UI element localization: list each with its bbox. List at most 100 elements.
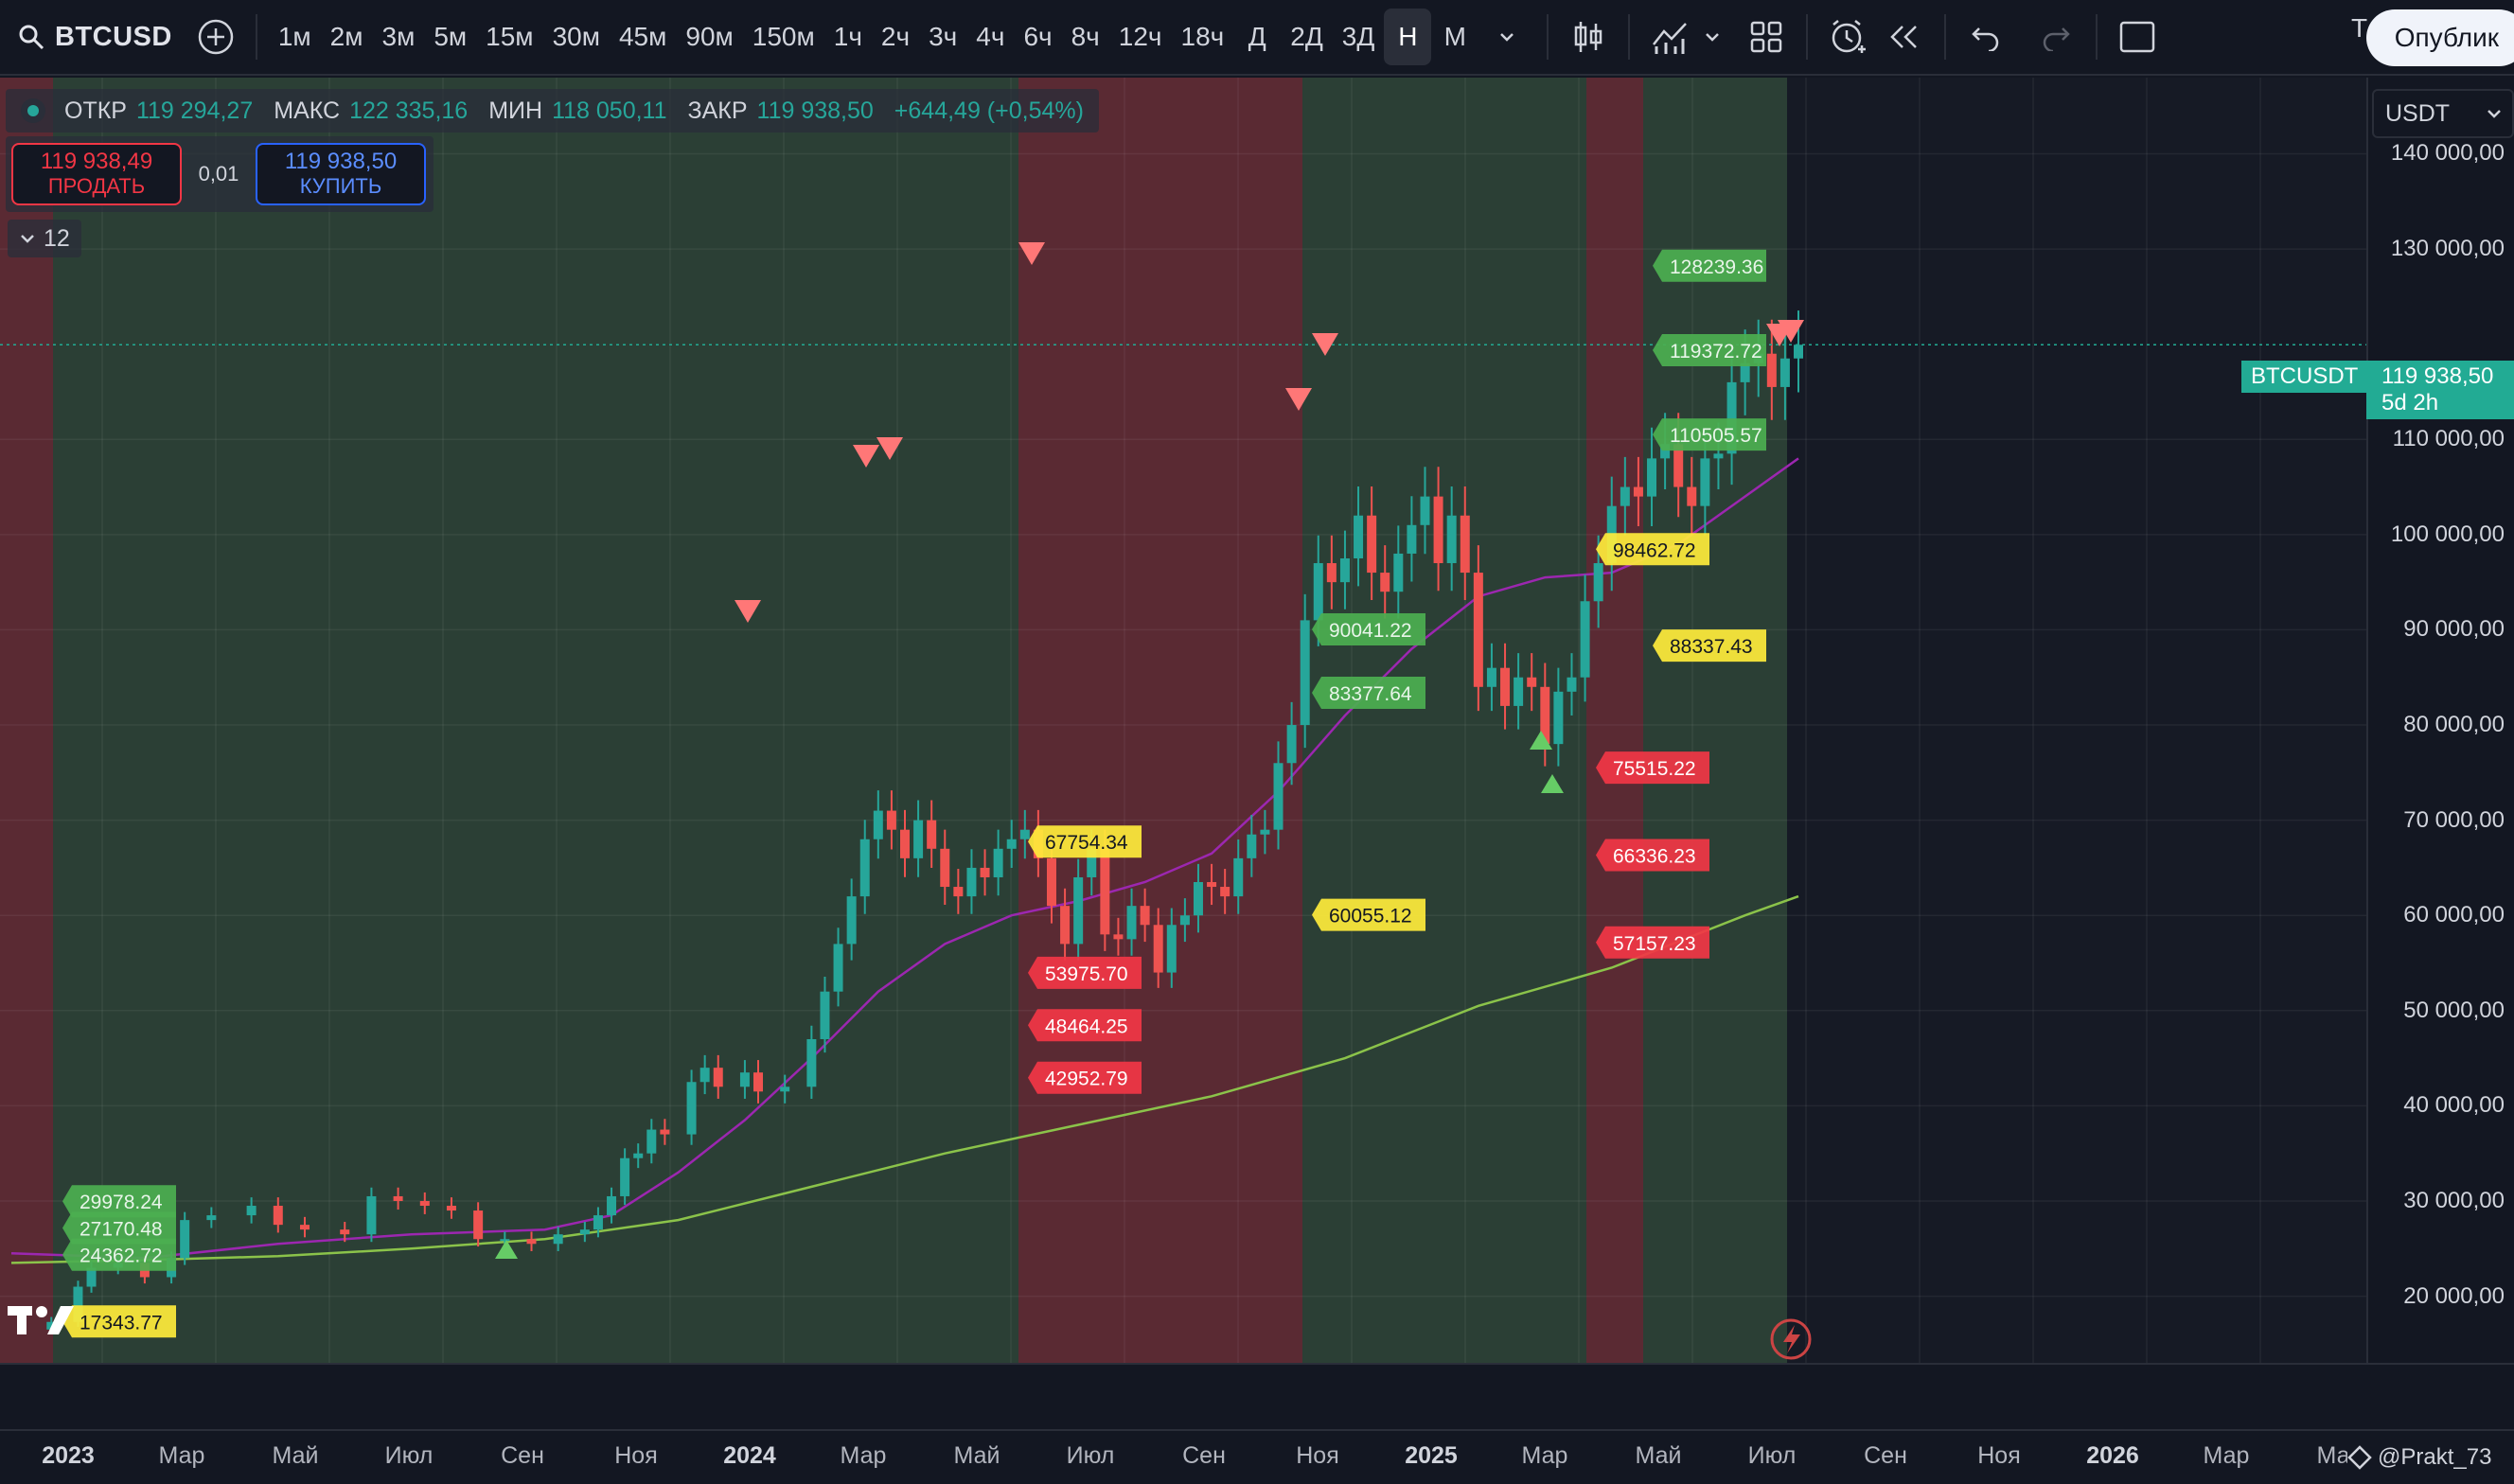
time-month-label: Ноя (614, 1442, 658, 1469)
high-value: 122 335,16 (349, 97, 469, 124)
symbol-name: BTCUSD (55, 21, 172, 52)
compare-add-button[interactable] (187, 9, 244, 65)
candle-body (953, 887, 964, 897)
redo-button[interactable] (2027, 9, 2084, 65)
candle-body (806, 1038, 817, 1087)
interval-button[interactable]: 45м (618, 22, 667, 51)
interval-button[interactable]: 6ч (1023, 22, 1053, 51)
price-axis[interactable]: 140 000,00 130 000,00 110 000,00 100 000,00… (2366, 78, 2514, 1363)
interval-button[interactable]: 5м (434, 22, 468, 51)
interval-button[interactable]: 4ч (976, 22, 1005, 51)
interval-button[interactable]: Н (1384, 9, 1432, 65)
buy-signal-triangle (495, 1240, 518, 1259)
candle-body (1420, 496, 1430, 525)
candle-body (753, 1072, 764, 1092)
candle-body (993, 848, 1003, 877)
sell-signal-triangle (1285, 388, 1312, 411)
price-level-tag (1028, 825, 1142, 858)
fullscreen-button[interactable] (2109, 9, 2166, 65)
interval-button[interactable]: 1ч (833, 22, 862, 51)
sell-price: 119 938,49 (40, 149, 153, 174)
candle-body (553, 1234, 563, 1245)
candle-body (820, 991, 830, 1039)
buy-button[interactable]: 119 938,50 КУПИТЬ (256, 143, 426, 205)
candle-body (1166, 925, 1177, 973)
tradingview-logo-icon (4, 1298, 80, 1345)
candle-body (1113, 934, 1124, 940)
indicators-toggle[interactable]: 12 (8, 220, 81, 257)
visibility-icon[interactable] (21, 98, 45, 123)
candle-body (1580, 601, 1590, 678)
symbol-search[interactable]: BTCUSD (11, 9, 187, 65)
time-year-label: 2024 (723, 1442, 776, 1469)
chart-bottom-pane (0, 1363, 2514, 1429)
regime-band (53, 78, 1018, 1363)
interval-button[interactable]: 3м (381, 22, 416, 51)
symbol-price-tag: BTCUSDT (2241, 361, 2368, 393)
price-level-tag (1028, 1009, 1142, 1042)
chart-area[interactable]: 128239.36 119372.72 110505.57 98462.72 88337… (0, 78, 2366, 1363)
interval-button[interactable]: 2Д (1290, 22, 1323, 51)
chart-type-button[interactable] (1560, 9, 1617, 65)
price-level-tag (1596, 839, 1709, 872)
currency-select[interactable]: USDT (2372, 89, 2514, 138)
top-toolbar: BTCUSD 1м 2м 3м 5м 15м 30м 45м 90м 150м 1ч 2ч 3ч 4ч 6… (0, 0, 2514, 76)
indicators-button[interactable] (1641, 9, 1698, 65)
current-price: 119 938,50 (2381, 363, 2494, 389)
time-axis[interactable]: 2023 Мар Май Июл Сен Ноя 2024 Мар Май Июл Сен Ноя 20… (0, 1429, 2514, 1484)
interval-button[interactable]: 2ч (880, 22, 911, 51)
toolbar-separator (1628, 14, 1631, 60)
interval-button[interactable]: 150м (752, 22, 815, 51)
price-tick-label: 130 000,00 (2390, 236, 2505, 262)
interval-button[interactable]: 90м (685, 22, 734, 51)
trade-panel: 119 938,49 ПРОДАТЬ 0,01 119 938,50 КУПИТ… (6, 136, 434, 212)
interval-button[interactable]: Д (1248, 22, 1266, 51)
sell-button[interactable]: 119 938,49 ПРОДАТЬ (11, 143, 182, 205)
candle-body (633, 1153, 644, 1158)
price-level-label: 24362.72 (80, 1246, 163, 1267)
candle-body (1633, 486, 1643, 497)
price-chart[interactable]: 128239.36 119372.72 110505.57 98462.72 88337… (0, 78, 2366, 1363)
candle-body (913, 820, 924, 858)
interval-button[interactable]: 3Д (1341, 22, 1375, 51)
candle-body (873, 810, 883, 839)
publish-button[interactable]: Опублик (2365, 9, 2514, 66)
candle-body (859, 839, 870, 897)
author-tag[interactable]: @Prakt_73 (2347, 1444, 2492, 1471)
interval-button[interactable]: 8ч (1071, 22, 1100, 51)
interval-button[interactable]: 2м (329, 22, 363, 51)
price-tick-label: 110 000,00 (2392, 426, 2505, 452)
candle-body (1620, 486, 1630, 506)
interval-button[interactable]: 30м (552, 22, 600, 51)
undo-button[interactable] (1957, 9, 2014, 65)
interval-button[interactable]: 1м (277, 22, 311, 51)
quantity-value[interactable]: 0,01 (198, 162, 239, 186)
time-year-label: 2023 (42, 1442, 95, 1469)
candle-body (393, 1195, 403, 1201)
time-month-label: Ноя (1977, 1442, 2021, 1469)
candle-body (1019, 829, 1030, 839)
price-level-label: 67754.34 (1045, 832, 1128, 854)
replay-button[interactable] (1876, 9, 1933, 65)
interval-button[interactable]: М (1443, 22, 1466, 51)
interval-button[interactable]: 15м (486, 22, 534, 51)
price-tick-label: 30 000,00 (2403, 1187, 2505, 1213)
candle-body (273, 1206, 283, 1226)
candle-body (1313, 563, 1323, 621)
interval-button[interactable]: 18ч (1180, 22, 1225, 51)
layouts-button[interactable] (1738, 9, 1795, 65)
chevron-down-icon (1500, 33, 1514, 42)
interval-button[interactable]: 3ч (929, 22, 958, 51)
ohlc-legend: ОТКР 119 294,27 МАКС 122 335,16 МИН 118 … (6, 89, 1099, 132)
alert-button[interactable] (1819, 9, 1876, 65)
interval-dropdown-button[interactable] (1478, 9, 1535, 65)
time-month-label: Ноя (1296, 1442, 1339, 1469)
change-value: +644,49 (+0,54%) (894, 97, 1084, 124)
candle-body (1593, 563, 1603, 602)
indicators-dropdown-button[interactable] (1698, 9, 1726, 65)
bar-countdown: 5d 2h (2381, 390, 2439, 415)
interval-button[interactable]: 12ч (1118, 22, 1162, 51)
candle-body (1460, 515, 1470, 574)
candle-body (299, 1225, 310, 1230)
time-month-label: Сен (1864, 1442, 1907, 1469)
